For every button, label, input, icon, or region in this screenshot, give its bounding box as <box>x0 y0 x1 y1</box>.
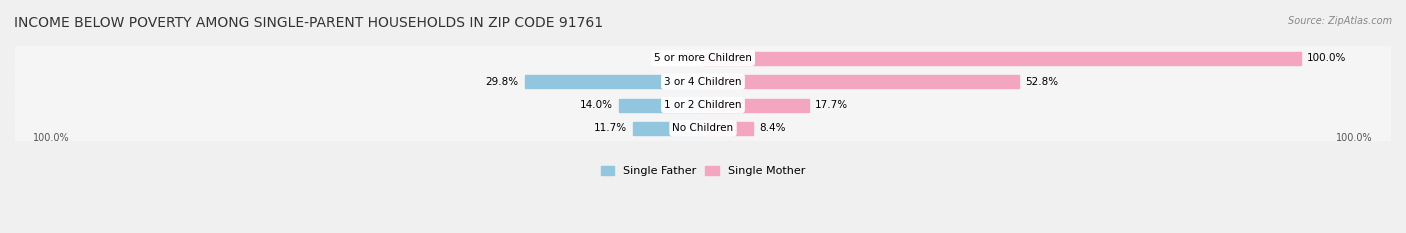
Text: 17.7%: 17.7% <box>815 100 848 110</box>
Bar <box>703 75 1019 88</box>
Text: 3 or 4 Children: 3 or 4 Children <box>664 77 742 87</box>
Text: 100.0%: 100.0% <box>1308 53 1347 63</box>
Text: Source: ZipAtlas.com: Source: ZipAtlas.com <box>1288 16 1392 26</box>
Bar <box>703 122 754 135</box>
Text: 11.7%: 11.7% <box>593 123 627 134</box>
Bar <box>703 99 808 112</box>
Bar <box>524 75 703 88</box>
Text: 8.4%: 8.4% <box>759 123 786 134</box>
Text: 5 or more Children: 5 or more Children <box>654 53 752 63</box>
Bar <box>703 52 1302 65</box>
Text: 14.0%: 14.0% <box>581 100 613 110</box>
Text: INCOME BELOW POVERTY AMONG SINGLE-PARENT HOUSEHOLDS IN ZIP CODE 91761: INCOME BELOW POVERTY AMONG SINGLE-PARENT… <box>14 16 603 30</box>
Bar <box>619 99 703 112</box>
Bar <box>15 93 1391 117</box>
Text: 0.0%: 0.0% <box>671 53 697 63</box>
Bar <box>15 46 1391 70</box>
Text: 29.8%: 29.8% <box>485 77 519 87</box>
Text: 52.8%: 52.8% <box>1025 77 1057 87</box>
Text: 100.0%: 100.0% <box>32 133 69 143</box>
Text: 100.0%: 100.0% <box>1337 133 1374 143</box>
Bar <box>633 122 703 135</box>
Bar <box>15 117 1391 140</box>
Bar <box>15 70 1391 93</box>
Text: No Children: No Children <box>672 123 734 134</box>
Text: 1 or 2 Children: 1 or 2 Children <box>664 100 742 110</box>
Legend: Single Father, Single Mother: Single Father, Single Mother <box>600 166 806 176</box>
